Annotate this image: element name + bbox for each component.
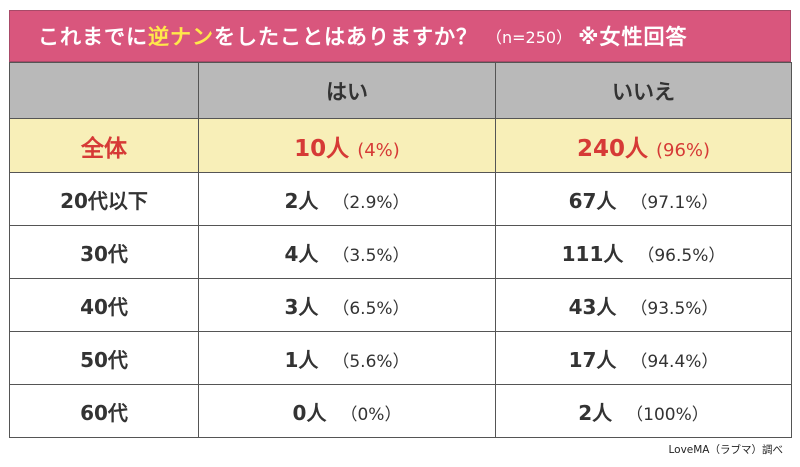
chart-title: これまでに 逆ナン をしたことはありますか？ （n=250） ※女性回答	[9, 10, 791, 62]
yes-count: 3人	[284, 294, 319, 319]
no-cell: 17人 （94.4%）	[495, 331, 792, 385]
no-pct: （93.5%）	[630, 298, 719, 319]
row-label: 20代以下	[9, 172, 199, 226]
yes-pct: （5.6%）	[332, 351, 410, 372]
total-row: 全体 10人 (4%) 240人 (96%)	[9, 118, 792, 173]
no-pct: （96.5%）	[637, 245, 726, 266]
total-yes: 10人 (4%)	[198, 118, 496, 173]
header-no: いいえ	[495, 62, 792, 119]
title-suffix: をしたことはありますか？	[214, 25, 478, 49]
header-row: はい いいえ	[9, 62, 792, 119]
yes-count: 1人	[284, 347, 319, 372]
results-table: はい いいえ 全体 10人 (4%) 240人 (96%) 20代以下 2人 （2…	[9, 62, 792, 438]
yes-pct: （0%）	[340, 404, 402, 425]
yes-cell: 3人 （6.5%）	[198, 278, 496, 332]
total-label: 全体	[9, 118, 199, 173]
yes-count: 2人	[284, 188, 319, 213]
no-cell: 43人 （93.5%）	[495, 278, 792, 332]
header-empty	[9, 62, 199, 119]
no-pct: （97.1%）	[630, 192, 719, 213]
yes-cell: 0人 （0%）	[198, 384, 496, 438]
row-label: 60代	[9, 384, 199, 438]
yes-count: 4人	[284, 241, 319, 266]
yes-cell: 4人 （3.5%）	[198, 225, 496, 279]
no-count: 43人	[568, 294, 617, 319]
table-row: 30代 4人 （3.5%） 111人 （96.5%）	[9, 225, 792, 279]
yes-pct: （2.9%）	[332, 192, 410, 213]
no-pct: （100%）	[626, 404, 709, 425]
no-count: 111人	[561, 241, 624, 266]
no-count: 17人	[568, 347, 617, 372]
no-count: 67人	[568, 188, 617, 213]
table-row: 50代 1人 （5.6%） 17人 （94.4%）	[9, 331, 792, 385]
title-prefix: これまでに	[38, 25, 148, 49]
title-note: ※女性回答	[578, 25, 688, 49]
no-count: 2人	[578, 400, 613, 425]
total-yes-pct: (4%)	[357, 139, 400, 161]
row-label: 50代	[9, 331, 199, 385]
yes-count: 0人	[292, 400, 327, 425]
total-no-count: 240人	[576, 135, 648, 162]
table-row: 20代以下 2人 （2.9%） 67人 （97.1%）	[9, 172, 792, 226]
source-credit: LoveMA（ラブマ）調べ	[668, 444, 783, 456]
yes-pct: （6.5%）	[332, 298, 410, 319]
header-yes: はい	[198, 62, 496, 119]
yes-cell: 1人 （5.6%）	[198, 331, 496, 385]
no-cell: 67人 （97.1%）	[495, 172, 792, 226]
yes-cell: 2人 （2.9%）	[198, 172, 496, 226]
row-label: 30代	[9, 225, 199, 279]
table-row: 40代 3人 （6.5%） 43人 （93.5%）	[9, 278, 792, 332]
total-yes-count: 10人	[294, 135, 350, 162]
no-cell: 2人 （100%）	[495, 384, 792, 438]
row-label: 40代	[9, 278, 199, 332]
title-sample-size: （n=250）	[486, 28, 573, 47]
yes-pct: （3.5%）	[332, 245, 410, 266]
survey-table-frame: これまでに 逆ナン をしたことはありますか？ （n=250） ※女性回答 はい …	[9, 10, 792, 438]
title-highlight: 逆ナン	[148, 25, 214, 49]
total-no-pct: (96%)	[655, 139, 711, 161]
no-cell: 111人 （96.5%）	[495, 225, 792, 279]
table-row: 60代 0人 （0%） 2人 （100%）	[9, 384, 792, 438]
total-no: 240人 (96%)	[495, 118, 792, 173]
no-pct: （94.4%）	[630, 351, 719, 372]
